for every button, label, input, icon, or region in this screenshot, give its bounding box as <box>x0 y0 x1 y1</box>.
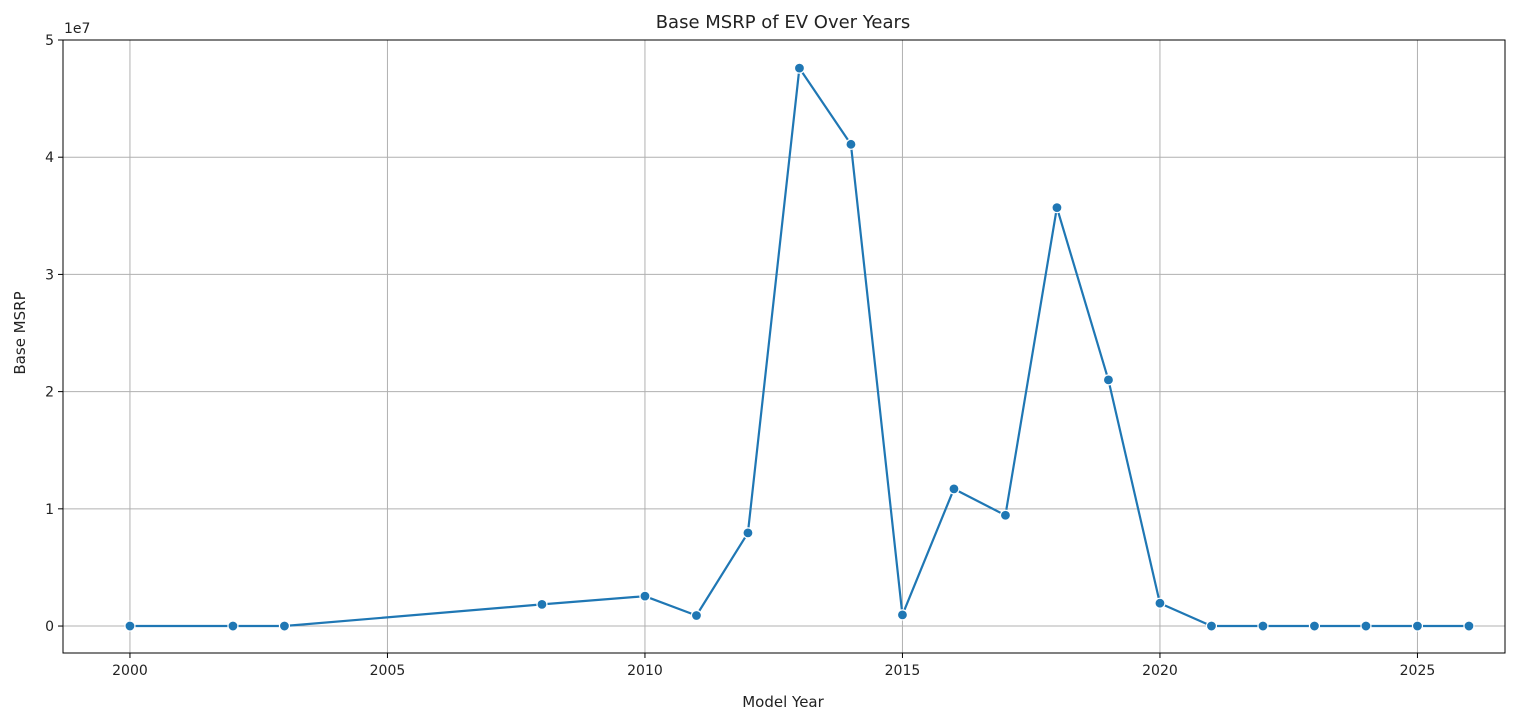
data-point <box>124 620 136 632</box>
x-tick-label: 2020 <box>1142 663 1178 679</box>
y-tick-label: 2 <box>45 385 54 401</box>
data-point <box>278 620 291 632</box>
plot-frame <box>62 39 1506 654</box>
series-layer <box>124 62 1475 632</box>
x-tick-label: 2005 <box>370 663 406 679</box>
x-tick-label: 2010 <box>627 663 663 679</box>
data-point <box>896 609 909 621</box>
data-point <box>1102 374 1115 386</box>
y-tick-label: 1 <box>45 502 54 518</box>
data-point <box>845 138 857 150</box>
x-tick-label: 2025 <box>1400 663 1436 679</box>
data-point <box>1205 620 1218 632</box>
data-point <box>1360 620 1372 632</box>
data-point <box>690 609 703 622</box>
y-tick-label: 0 <box>45 619 54 635</box>
data-point <box>999 509 1012 521</box>
data-point <box>227 620 239 632</box>
y-tick-label: 5 <box>45 33 54 49</box>
x-tick-label: 2015 <box>885 663 921 679</box>
y-axis-offset-label: 1e7 <box>64 21 90 37</box>
data-point <box>536 598 548 610</box>
data-point <box>1154 597 1166 609</box>
y-axis-ticks: 0 1 2 3 4 5 <box>45 33 63 635</box>
x-axis-ticks: 2000 2005 2010 2015 2020 2025 <box>112 653 1435 679</box>
series-line <box>129 66 1469 628</box>
data-point <box>742 527 754 539</box>
data-point <box>1411 620 1424 632</box>
data-point <box>1257 620 1269 632</box>
x-tick-label: 2000 <box>112 663 148 679</box>
y-tick-label: 4 <box>45 150 54 166</box>
y-axis-label: Base MSRP <box>11 291 29 374</box>
data-point <box>1463 620 1475 632</box>
grid-layer <box>63 39 1505 653</box>
data-point <box>639 590 651 602</box>
x-axis-label: Model Year <box>742 693 824 711</box>
data-point <box>1051 202 1063 214</box>
data-point <box>948 483 960 495</box>
data-point <box>1308 620 1321 632</box>
chart-title: Base MSRP of EV Over Years <box>656 12 911 33</box>
y-tick-label: 3 <box>45 267 54 283</box>
data-point <box>793 62 806 74</box>
